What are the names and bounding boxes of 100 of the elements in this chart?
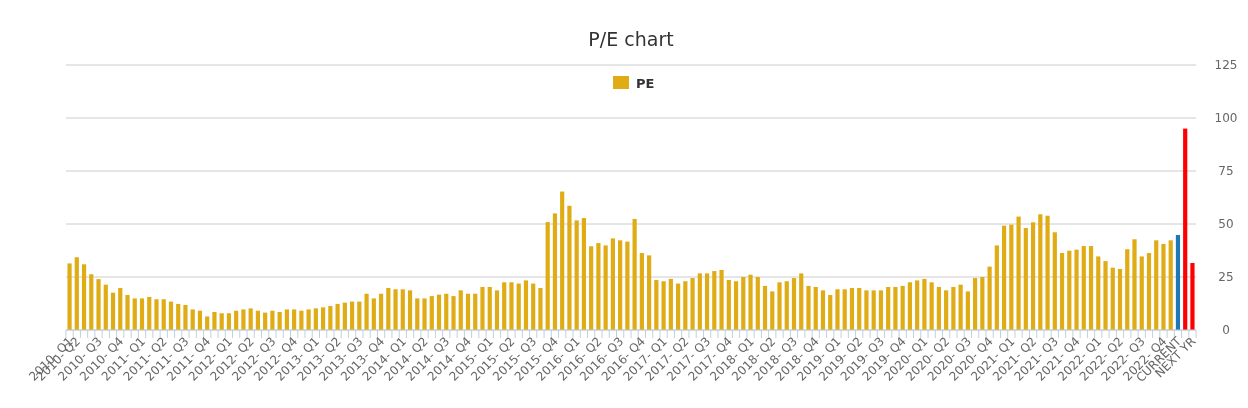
bar <box>632 218 637 330</box>
bar <box>205 316 210 330</box>
bar <box>581 218 587 330</box>
bar <box>596 243 601 330</box>
bar <box>574 220 579 330</box>
bar <box>1074 249 1079 330</box>
bar <box>878 290 884 330</box>
bar <box>980 277 985 330</box>
bar <box>292 309 297 330</box>
bar <box>944 290 949 330</box>
bar <box>357 301 362 330</box>
bar <box>1168 240 1173 330</box>
bar <box>125 295 130 330</box>
bar <box>103 284 108 330</box>
bar <box>139 298 145 330</box>
bar <box>958 284 963 330</box>
bar <box>132 298 137 330</box>
bar <box>951 286 956 330</box>
bar <box>567 205 572 330</box>
bar <box>806 285 811 330</box>
bar <box>965 291 970 330</box>
bar <box>733 281 739 330</box>
y-tick-label: 100 <box>1214 111 1238 126</box>
bar <box>625 241 630 330</box>
bar <box>552 213 558 330</box>
bar <box>1067 250 1072 330</box>
bar <box>378 293 384 330</box>
bar <box>828 295 833 330</box>
bar <box>1016 216 1021 330</box>
bar <box>212 311 217 330</box>
bar <box>922 278 927 330</box>
bar <box>618 240 623 330</box>
bar <box>147 296 152 330</box>
bar <box>661 281 666 330</box>
bar <box>1038 214 1043 330</box>
bar <box>1059 253 1065 330</box>
bar <box>820 290 826 330</box>
bar <box>835 289 840 330</box>
bar <box>465 293 471 330</box>
bar <box>1132 239 1137 330</box>
bar <box>719 270 724 330</box>
bar <box>429 296 434 330</box>
chart-title: P/E chart <box>588 28 674 50</box>
bar <box>96 279 101 330</box>
legend-label: PE <box>636 75 655 91</box>
bar <box>589 246 594 330</box>
bar <box>176 303 181 330</box>
bar <box>494 290 500 330</box>
bar <box>226 313 232 330</box>
bar <box>1117 268 1123 330</box>
bar <box>183 304 188 330</box>
bar <box>487 286 492 330</box>
bar <box>741 277 746 330</box>
bar <box>886 286 891 330</box>
bar <box>1146 253 1152 330</box>
bar <box>1183 128 1188 330</box>
bar <box>777 282 782 330</box>
bar <box>89 274 94 330</box>
bar <box>1023 228 1028 330</box>
bar <box>697 273 702 330</box>
bar <box>516 283 521 330</box>
bar <box>849 288 855 330</box>
bar <box>306 309 311 330</box>
bar <box>509 282 514 330</box>
bar <box>755 277 760 330</box>
bar <box>784 281 789 330</box>
bar <box>248 308 253 330</box>
bar <box>1154 240 1159 330</box>
bar <box>762 285 768 330</box>
bar <box>118 288 123 330</box>
bar <box>1045 215 1050 330</box>
bar <box>1110 267 1115 330</box>
bar <box>444 293 449 330</box>
bar <box>545 222 550 330</box>
bar <box>284 309 289 330</box>
y-tick-label: 0 <box>1222 323 1230 338</box>
bar <box>973 278 978 330</box>
bar <box>328 306 333 330</box>
bar <box>241 309 246 330</box>
bar <box>654 279 659 330</box>
bar <box>168 301 174 330</box>
y-tick-label: 50 <box>1218 217 1234 232</box>
bar <box>929 282 934 330</box>
y-tick-label: 125 <box>1214 58 1238 73</box>
bar <box>74 257 79 330</box>
bar <box>538 288 543 330</box>
bar <box>675 283 681 330</box>
bar <box>393 289 398 330</box>
bar <box>1081 246 1086 330</box>
bar <box>473 293 478 330</box>
bar <box>1161 243 1166 330</box>
bar <box>1030 222 1036 330</box>
bar <box>647 255 652 330</box>
bar <box>603 245 608 330</box>
bar <box>349 301 355 330</box>
bar <box>1052 232 1057 330</box>
bar <box>313 308 318 330</box>
bar <box>857 288 862 330</box>
bar <box>842 289 847 330</box>
bar <box>1139 256 1144 330</box>
